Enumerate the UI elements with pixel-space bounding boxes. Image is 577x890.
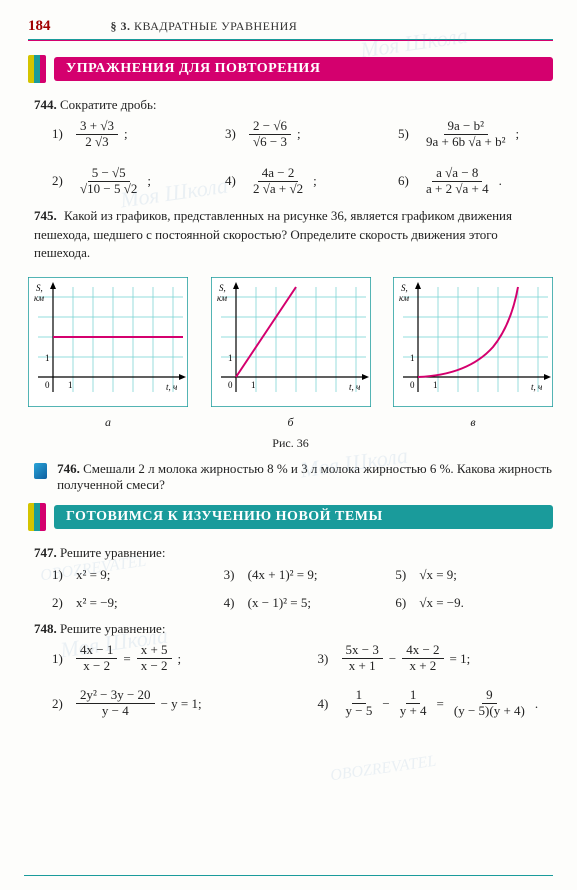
problem-747: 747. Решите уравнение: 1)x² = 9; 3)(4x +… [34, 545, 553, 611]
problem-748: 748. Решите уравнение: 1) 4x − 1x − 2 = … [34, 621, 553, 719]
figure-caption: Рис. 36 [28, 436, 553, 451]
problem-number: 744. [34, 97, 57, 112]
problem-number: 745. [34, 208, 57, 223]
frac-item: 3) 2 − √6√6 − 3; [225, 119, 380, 150]
svg-text:0: 0 [45, 380, 50, 390]
page-header: 184 § 3. КВАДРАТНЫЕ УРАВНЕНИЯ [28, 18, 553, 35]
graphs-row: S, км t, ч 0 1 1 а S, км t, ч 0 1 1 [28, 277, 553, 430]
svg-text:0: 0 [228, 380, 233, 390]
frac-item: 5) 9a − b²9a + 6b √a + b²; [398, 119, 553, 150]
footer-rule [24, 875, 553, 876]
eq-item: 5)√x = 9; [395, 567, 553, 583]
frac-item: 2) 5 − √5√10 − 5 √2; [52, 166, 207, 197]
eq-item: 2) 2y² − 3y − 20y − 4 − y = 1; [52, 688, 288, 719]
svg-text:t, ч: t, ч [349, 382, 360, 392]
equation-grid: 1)x² = 9; 3)(4x + 1)² = 9; 5)√x = 9; 2)x… [52, 567, 553, 611]
graph-svg-a: S, км t, ч 0 1 1 [28, 277, 188, 407]
header-rule [28, 39, 553, 41]
graph-b: S, км t, ч 0 1 1 б [211, 277, 371, 430]
graph-c: S, км t, ч 0 1 1 в [393, 277, 553, 430]
svg-text:1: 1 [410, 353, 415, 363]
section-banner-review: УПРАЖНЕНИЯ ДЛЯ ПОВТОРЕНИЯ [28, 55, 553, 83]
eq-item: 6)√x = −9. [395, 595, 553, 611]
eq-item: 4) 1y − 5 − 1y + 4 = 9(y − 5)(y + 4) . [318, 688, 554, 719]
problem-744: 744. Сократите дробь: 1) 3 + √32 √3; 3) … [34, 97, 553, 197]
watermark: OBOZREVATEL [329, 753, 437, 786]
svg-text:1: 1 [251, 380, 256, 390]
svg-text:1: 1 [228, 353, 233, 363]
svg-text:0: 0 [410, 380, 415, 390]
graph-label: б [211, 415, 371, 430]
problem-text: Какой из графиков, представленных на рис… [34, 208, 512, 261]
problem-text: Смешали 2 л молока жирностью 8 % и 3 л м… [57, 461, 552, 492]
svg-text:t, ч: t, ч [531, 382, 542, 392]
problem-title: Сократите дробь: [60, 97, 157, 112]
svg-text:1: 1 [45, 353, 50, 363]
chapter-label: § 3. КВАДРАТНЫЕ УРАВНЕНИЯ [111, 19, 298, 34]
page-number: 184 [28, 18, 51, 35]
svg-text:S,: S, [36, 283, 43, 293]
graph-label: а [28, 415, 188, 430]
frac-item: 4) 4a − 22 √a + √2; [225, 166, 380, 197]
eq-item: 3)(4x + 1)² = 9; [224, 567, 382, 583]
task-marker-icon [34, 463, 47, 479]
graph-label: в [393, 415, 553, 430]
svg-text:1: 1 [68, 380, 73, 390]
graph-svg-c: S, км t, ч 0 1 1 [393, 277, 553, 407]
frac-item: 6) a √a − 8a + 2 √a + 4. [398, 166, 553, 197]
eq-item: 1) 4x − 1x − 2 = x + 5x − 2 ; [52, 643, 288, 674]
banner-mark-icon [28, 503, 46, 531]
svg-text:км: км [399, 293, 409, 303]
equation-grid: 1) 4x − 1x − 2 = x + 5x − 2 ; 3) 5x − 3x… [52, 643, 553, 719]
graph-svg-b: S, км t, ч 0 1 1 [211, 277, 371, 407]
svg-text:S,: S, [219, 283, 226, 293]
problem-number: 746. [57, 461, 80, 476]
graph-a: S, км t, ч 0 1 1 а [28, 277, 188, 430]
eq-item: 4)(x − 1)² = 5; [224, 595, 382, 611]
frac-item: 1) 3 + √32 √3; [52, 119, 207, 150]
banner-mark-icon [28, 55, 46, 83]
problem-745: 745. Какой из графиков, представленных н… [34, 207, 553, 264]
fraction-grid: 1) 3 + √32 √3; 3) 2 − √6√6 − 3; 5) 9a − … [52, 119, 553, 197]
problem-title: Решите уравнение: [60, 545, 165, 560]
eq-item: 1)x² = 9; [52, 567, 210, 583]
svg-text:км: км [217, 293, 227, 303]
svg-text:S,: S, [401, 283, 408, 293]
section-banner-newtopic: ГОТОВИМСЯ К ИЗУЧЕНИЮ НОВОЙ ТЕМЫ [28, 503, 553, 531]
problem-number: 748. [34, 621, 57, 636]
eq-item: 2)x² = −9; [52, 595, 210, 611]
problem-title: Решите уравнение: [60, 621, 165, 636]
eq-item: 3) 5x − 3x + 1 − 4x − 2x + 2 = 1; [318, 643, 554, 674]
problem-number: 747. [34, 545, 57, 560]
section-title: УПРАЖНЕНИЯ ДЛЯ ПОВТОРЕНИЯ [54, 57, 553, 81]
section-title: ГОТОВИМСЯ К ИЗУЧЕНИЮ НОВОЙ ТЕМЫ [54, 505, 553, 529]
svg-text:1: 1 [433, 380, 438, 390]
svg-text:t, ч: t, ч [166, 382, 177, 392]
problem-746: 746. Смешали 2 л молока жирностью 8 % и … [34, 461, 553, 493]
svg-text:км: км [34, 293, 44, 303]
